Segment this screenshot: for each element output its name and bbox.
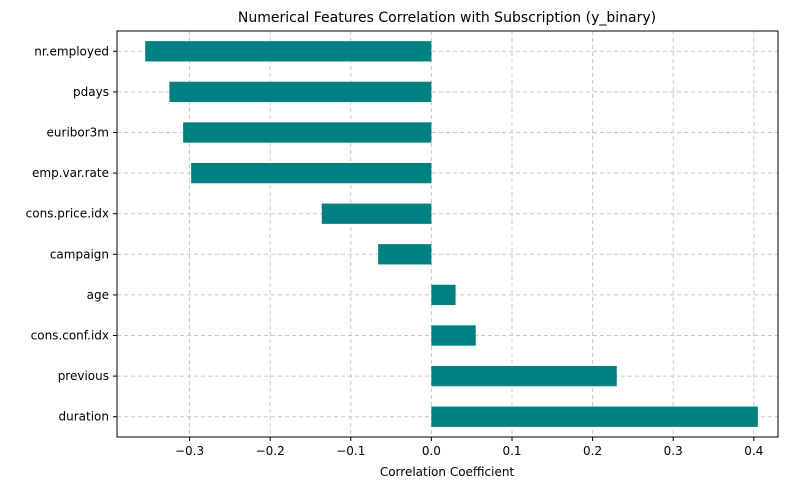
bar-cons-conf-idx bbox=[431, 325, 476, 346]
tick-layer: −0.3 −0.2 −0.1 0.0 0.1 0.2 0.3 0.4 bbox=[113, 50, 763, 458]
x-tick-label: 0.2 bbox=[583, 444, 602, 458]
category-label: cons.price.idx bbox=[26, 207, 109, 221]
category-label: cons.conf.idx bbox=[31, 329, 109, 343]
bar-euribor3m bbox=[183, 122, 432, 143]
x-tick-label: 0.4 bbox=[744, 444, 763, 458]
bar-pdays bbox=[169, 81, 432, 103]
x-axis-label: Correlation Coefficient bbox=[380, 465, 515, 479]
category-label: emp.var.rate bbox=[32, 166, 109, 180]
category-label: euribor3m bbox=[47, 126, 109, 140]
bar-cons-price-idx bbox=[321, 203, 432, 224]
x-tick-label: −0.3 bbox=[175, 444, 204, 458]
category-label-layer: nr.employed pdays euribor3m emp.var.rate con… bbox=[26, 44, 109, 423]
x-tick-label: 0.0 bbox=[422, 444, 441, 458]
category-label: nr.employed bbox=[34, 44, 109, 58]
plot-frame bbox=[116, 30, 779, 438]
category-label: campaign bbox=[50, 247, 109, 261]
bar-campaign bbox=[378, 244, 432, 265]
category-label: previous bbox=[58, 369, 109, 383]
bar-layer bbox=[145, 41, 758, 427]
bar-nr-employed bbox=[145, 41, 432, 62]
x-tick-label: 0.3 bbox=[664, 444, 683, 458]
x-tick-label: 0.1 bbox=[502, 444, 521, 458]
category-label: age bbox=[87, 288, 109, 302]
category-label: pdays bbox=[73, 85, 109, 99]
x-tick-label: −0.2 bbox=[256, 444, 285, 458]
x-tick-label: −0.1 bbox=[336, 444, 365, 458]
chart-title: Numerical Features Correlation with Subs… bbox=[238, 10, 656, 26]
bar-previous bbox=[431, 365, 617, 387]
bar-duration bbox=[431, 406, 758, 427]
category-label: duration bbox=[59, 410, 110, 424]
bar-emp-var-rate bbox=[191, 162, 432, 184]
bar-age bbox=[431, 284, 456, 306]
